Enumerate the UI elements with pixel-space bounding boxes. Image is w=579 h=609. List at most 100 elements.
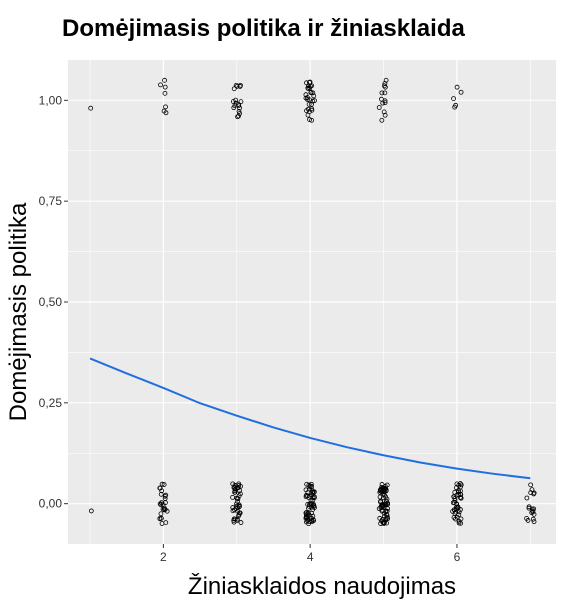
- data-point: [233, 82, 239, 88]
- data-point: [234, 501, 239, 507]
- data-point: [233, 100, 239, 106]
- data-point: [453, 485, 459, 491]
- data-point: [383, 516, 389, 521]
- data-point: [311, 518, 317, 523]
- data-point: [236, 113, 241, 119]
- data-point: [236, 512, 242, 518]
- data-point: [382, 81, 388, 86]
- data-point: [306, 517, 311, 523]
- data-point: [230, 481, 236, 487]
- data-point: [304, 481, 310, 487]
- data-point: [453, 506, 459, 512]
- data-point: [230, 508, 236, 514]
- data-point: [157, 501, 163, 507]
- data-point: [158, 491, 164, 497]
- data-point: [234, 516, 240, 522]
- data-point: [377, 515, 383, 521]
- data-point: [162, 493, 168, 499]
- data-point: [309, 510, 314, 516]
- data-point: [158, 515, 164, 521]
- data-point: [309, 102, 314, 107]
- x-tick-label: 6: [454, 550, 461, 564]
- data-point: [454, 84, 460, 90]
- data-point: [452, 104, 458, 110]
- data-point: [306, 101, 312, 107]
- data-point: [158, 502, 164, 508]
- data-point: [379, 90, 385, 96]
- data-point: [385, 515, 390, 520]
- x-tick-label: 2: [160, 550, 167, 564]
- data-point: [232, 516, 238, 522]
- data-point: [524, 515, 529, 521]
- data-point: [528, 482, 534, 488]
- data-point: [458, 89, 464, 95]
- data-point: [236, 504, 242, 510]
- y-tick-label: 0,25: [39, 396, 63, 410]
- data-point: [309, 117, 315, 123]
- data-point: [524, 495, 530, 501]
- data-point: [531, 491, 537, 497]
- data-point: [382, 487, 388, 492]
- axes: 0,00 0,25 0,50 0,75 1,00 2 4 6: [39, 93, 461, 564]
- data-point: [238, 99, 244, 105]
- data-point: [304, 509, 310, 515]
- data-point: [310, 90, 316, 96]
- data-point: [161, 108, 167, 114]
- data-point: [379, 485, 385, 490]
- data-point: [88, 508, 94, 514]
- data-point: [376, 105, 382, 110]
- data-point: [384, 496, 390, 502]
- data-point: [162, 90, 168, 96]
- data-point: [236, 101, 241, 107]
- data-point: [235, 499, 240, 504]
- data-point: [384, 520, 389, 526]
- data-point: [234, 83, 240, 89]
- data-point: [237, 510, 242, 516]
- data-point: [163, 520, 169, 526]
- data-point: [231, 86, 237, 92]
- y-tick-label: 0,75: [39, 194, 63, 208]
- y-axis-title: Domėjimasis politika: [5, 202, 32, 421]
- data-point: [452, 489, 458, 495]
- data-point: [304, 108, 309, 114]
- data-point: [163, 104, 168, 110]
- data-point: [451, 96, 456, 101]
- data-point: [305, 85, 311, 91]
- fitted-curve: [89, 357, 531, 480]
- data-point: [305, 490, 311, 496]
- data-point: [382, 100, 388, 106]
- data-point: [306, 83, 311, 89]
- data-point: [232, 489, 238, 495]
- data-point: [528, 490, 534, 496]
- y-tick-label: 0,50: [39, 295, 63, 309]
- data-point: [161, 482, 167, 487]
- data-point: [236, 109, 242, 114]
- data-point: [235, 496, 241, 502]
- data-point: [307, 504, 312, 510]
- data-point: [236, 493, 242, 499]
- data-point: [312, 98, 317, 104]
- data-point: [305, 95, 310, 100]
- data-point: [309, 504, 315, 510]
- data-point: [382, 501, 388, 507]
- data-point: [238, 520, 244, 525]
- data-point: [458, 495, 464, 501]
- data-point: [162, 496, 168, 501]
- data-point: [159, 488, 165, 494]
- x-axis-title: Žiniasklaidos naudojimas: [188, 573, 456, 600]
- data-point: [384, 508, 390, 514]
- data-points: [88, 77, 537, 527]
- data-point: [233, 97, 239, 103]
- data-point: [451, 500, 457, 505]
- data-point: [162, 84, 168, 90]
- x-tick-label: 4: [307, 550, 314, 564]
- data-point: [379, 117, 385, 123]
- data-point: [382, 90, 388, 96]
- fitted-lines: [89, 357, 531, 480]
- data-point: [235, 484, 241, 490]
- y-tick-label: 1,00: [39, 93, 63, 107]
- data-point: [235, 114, 240, 120]
- y-tick-label: 0,00: [39, 497, 63, 511]
- data-point: [310, 513, 316, 519]
